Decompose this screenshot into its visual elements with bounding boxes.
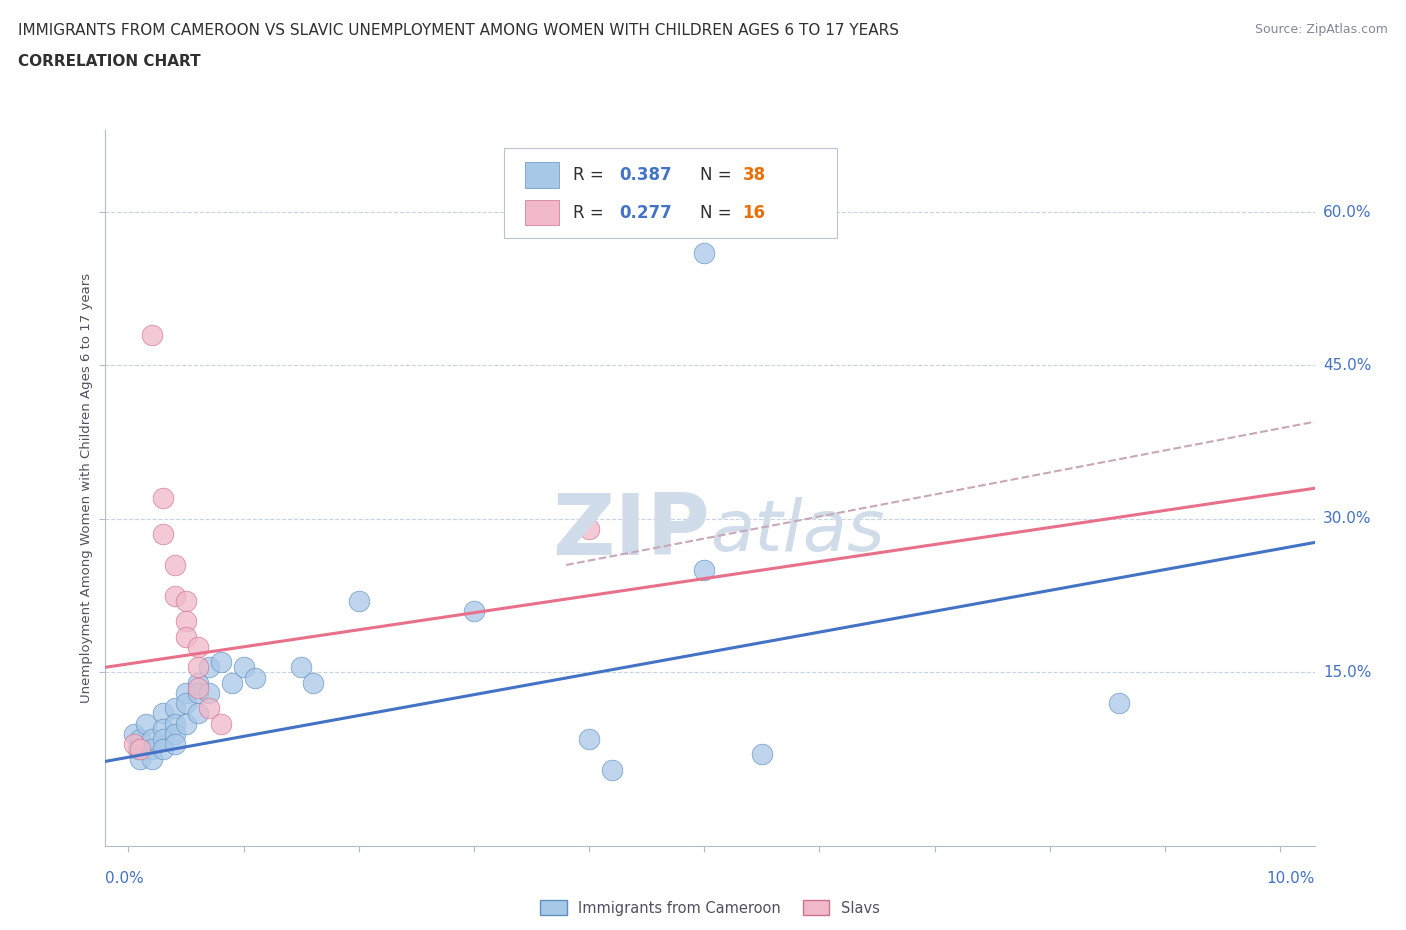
Point	[209, 655, 232, 670]
Y-axis label: Unemployment Among Women with Children Ages 6 to 17 years: Unemployment Among Women with Children A…	[80, 273, 93, 703]
Point	[198, 685, 221, 700]
Point	[152, 527, 174, 542]
Text: atlas: atlas	[710, 497, 884, 565]
Point	[187, 706, 209, 721]
Point	[174, 630, 197, 644]
Text: 10.0%: 10.0%	[1267, 871, 1315, 886]
Text: N =: N =	[700, 166, 737, 184]
Point	[141, 751, 163, 766]
Point	[198, 701, 221, 716]
Point	[152, 491, 174, 506]
Point	[243, 671, 266, 685]
Text: 0.387: 0.387	[620, 166, 672, 184]
Point	[152, 742, 174, 757]
Text: IMMIGRANTS FROM CAMEROON VS SLAVIC UNEMPLOYMENT AMONG WOMEN WITH CHILDREN AGES 6: IMMIGRANTS FROM CAMEROON VS SLAVIC UNEMP…	[18, 23, 900, 38]
Point	[163, 726, 186, 741]
Text: 45.0%: 45.0%	[1323, 358, 1371, 373]
Point	[578, 731, 600, 746]
FancyBboxPatch shape	[505, 148, 837, 238]
Point	[600, 763, 623, 777]
Point	[198, 660, 221, 675]
Point	[141, 731, 163, 746]
Point	[174, 685, 197, 700]
Point	[174, 593, 197, 608]
Text: 0.277: 0.277	[620, 204, 672, 221]
Point	[221, 675, 243, 690]
Point	[127, 742, 149, 757]
Point	[187, 660, 209, 675]
Text: 38: 38	[742, 166, 766, 184]
Point	[174, 716, 197, 731]
Point	[187, 685, 209, 700]
Point	[174, 696, 197, 711]
Point	[129, 731, 152, 746]
Text: R =: R =	[574, 166, 609, 184]
Point	[163, 716, 186, 731]
Point	[187, 675, 209, 690]
Point	[693, 246, 716, 260]
Point	[1108, 696, 1130, 711]
Point	[163, 737, 186, 751]
Point	[209, 716, 232, 731]
Point	[578, 522, 600, 537]
Text: 15.0%: 15.0%	[1323, 665, 1371, 680]
Point	[347, 593, 370, 608]
Text: 30.0%: 30.0%	[1323, 512, 1371, 526]
Point	[122, 726, 145, 741]
Point	[129, 742, 152, 757]
Text: 16: 16	[742, 204, 766, 221]
Point	[163, 558, 186, 573]
FancyBboxPatch shape	[524, 163, 560, 188]
Point	[301, 675, 323, 690]
Text: Source: ZipAtlas.com: Source: ZipAtlas.com	[1254, 23, 1388, 36]
Point	[463, 604, 485, 618]
Point	[152, 706, 174, 721]
Text: N =: N =	[700, 204, 737, 221]
Text: 0.0%: 0.0%	[105, 871, 145, 886]
Point	[751, 747, 773, 762]
Legend: Immigrants from Cameroon, Slavs: Immigrants from Cameroon, Slavs	[534, 895, 886, 922]
Point	[141, 327, 163, 342]
Point	[163, 701, 186, 716]
Point	[152, 731, 174, 746]
Point	[122, 737, 145, 751]
Point	[129, 751, 152, 766]
Point	[174, 614, 197, 629]
Point	[232, 660, 254, 675]
Text: 60.0%: 60.0%	[1323, 205, 1371, 219]
Text: R =: R =	[574, 204, 609, 221]
Point	[290, 660, 312, 675]
Text: CORRELATION CHART: CORRELATION CHART	[18, 54, 201, 69]
Point	[187, 640, 209, 655]
FancyBboxPatch shape	[524, 200, 560, 225]
Point	[163, 589, 186, 604]
Point	[693, 563, 716, 578]
Text: ZIP: ZIP	[553, 490, 710, 573]
Point	[135, 716, 157, 731]
Point	[152, 722, 174, 737]
Point	[141, 742, 163, 757]
Point	[187, 681, 209, 696]
